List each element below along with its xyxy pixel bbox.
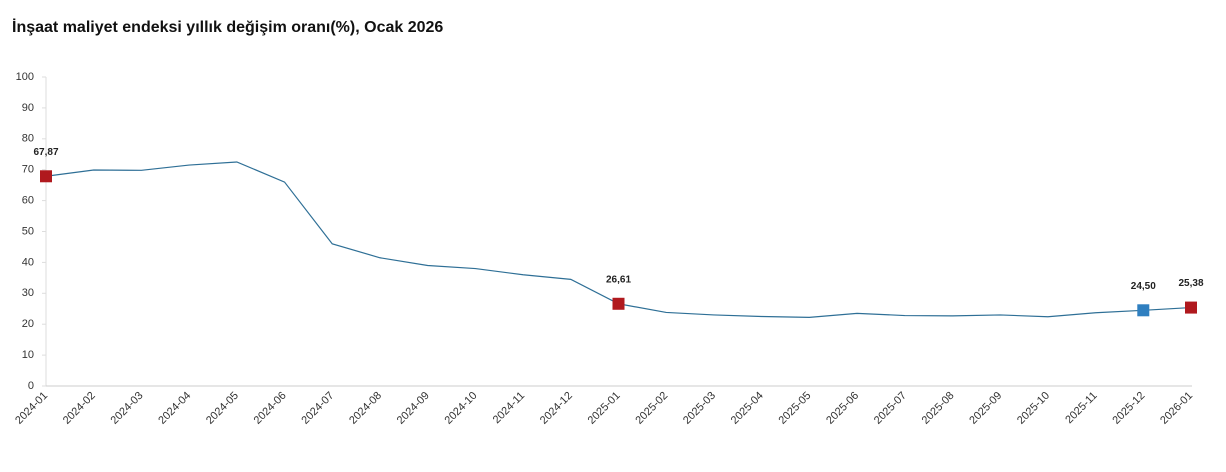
y-tick-label: 90 xyxy=(22,102,34,114)
y-tick-label: 40 xyxy=(22,256,34,268)
x-tick-label: 2024-10 xyxy=(443,390,480,427)
marker xyxy=(612,297,625,310)
x-tick-label: 2025-09 xyxy=(967,390,1004,427)
y-tick-label: 0 xyxy=(28,380,34,392)
x-tick-label: 2024-03 xyxy=(109,390,146,427)
x-tick-label: 2024-06 xyxy=(252,390,289,427)
value-label: 25,38 xyxy=(1178,278,1203,289)
y-tick-label: 100 xyxy=(16,71,34,83)
x-tick-label: 2026-01 xyxy=(1158,390,1195,427)
x-tick-label: 2024-09 xyxy=(395,390,432,427)
x-tick-label: 2025-04 xyxy=(729,390,766,427)
marker xyxy=(40,170,52,183)
x-tick-label: 2024-07 xyxy=(299,390,336,427)
x-tick-label: 2024-11 xyxy=(491,390,527,426)
x-tick-label: 2025-02 xyxy=(633,390,670,427)
marker xyxy=(1137,304,1150,317)
marker xyxy=(1185,301,1197,314)
x-tick-label: 2024-04 xyxy=(156,390,193,427)
y-tick-label: 70 xyxy=(22,164,34,176)
x-tick-label: 2025-05 xyxy=(776,390,813,427)
y-tick-label: 30 xyxy=(22,287,34,299)
value-label: 67,87 xyxy=(33,147,58,158)
x-tick-label: 2025-03 xyxy=(681,390,718,427)
y-tick-label: 10 xyxy=(22,349,34,361)
x-tick-label: 2025-10 xyxy=(1015,390,1052,427)
y-tick-label: 60 xyxy=(22,195,34,207)
x-tick-label: 2025-01 xyxy=(586,390,623,427)
chart-title: İnşaat maliyet endeksi yıllık değişim or… xyxy=(12,18,443,36)
x-tick-label: 2024-01 xyxy=(13,390,50,427)
y-tick-label: 20 xyxy=(22,318,34,330)
x-tick-label: 2024-02 xyxy=(61,390,98,427)
x-tick-label: 2025-08 xyxy=(920,390,957,427)
y-tick-label: 80 xyxy=(22,133,34,145)
value-label: 26,61 xyxy=(606,274,631,285)
line xyxy=(45,161,1192,319)
x-tick-label: 2024-08 xyxy=(347,390,384,427)
x-tick-label: 2025-07 xyxy=(872,390,909,427)
y-tick-label: 50 xyxy=(22,225,34,237)
x-tick-label: 2024-12 xyxy=(538,390,575,427)
value-label: 24,50 xyxy=(1131,281,1156,292)
x-tick-label: 2024-05 xyxy=(204,390,241,427)
x-tick-label: 2025-06 xyxy=(824,390,861,427)
x-tick-label: 2025-11 xyxy=(1063,390,1099,426)
x-tick-label: 2025-12 xyxy=(1110,390,1147,427)
